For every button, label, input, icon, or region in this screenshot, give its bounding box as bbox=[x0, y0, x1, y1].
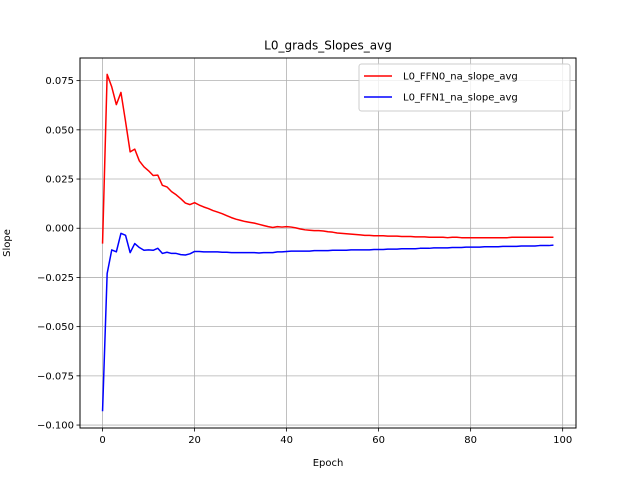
x-tick-label: 40 bbox=[280, 435, 293, 446]
series-line-2 bbox=[101, 232, 554, 412]
y-tick-label: 0.000 bbox=[45, 224, 74, 235]
y-tick-label: −0.025 bbox=[37, 273, 74, 284]
x-tick-label: 80 bbox=[464, 435, 477, 446]
y-tick-label: 0.075 bbox=[45, 76, 74, 87]
legend-label-1: L0_FFN0_na_slope_avg bbox=[403, 72, 518, 83]
tick-layer: 0 20 40 60 80 100 −0.100 −0.075 −0.050 −0.025 0.00… bbox=[37, 76, 572, 446]
y-axis-label: Slope bbox=[2, 229, 13, 257]
legend: L0_FFN0_na_slope_avg L0_FFN1_na_slope_avg bbox=[358, 63, 571, 112]
legend-box bbox=[358, 63, 571, 112]
y-tick-label: −0.050 bbox=[37, 322, 74, 333]
series-layer bbox=[101, 73, 554, 412]
y-tick-label: −0.075 bbox=[37, 371, 74, 382]
y-tick-label: 0.025 bbox=[45, 175, 74, 186]
plot-frame bbox=[79, 57, 577, 429]
x-axis-label: Epoch bbox=[313, 458, 344, 469]
x-tick-label: 20 bbox=[188, 435, 201, 446]
x-tick-label: 100 bbox=[553, 435, 572, 446]
chart-title: L0_grads_Slopes_avg bbox=[264, 39, 392, 53]
grid-layer bbox=[80, 58, 576, 428]
y-tick-label: 0.050 bbox=[45, 125, 74, 136]
x-tick-label: 0 bbox=[99, 435, 105, 446]
y-tick-label: −0.100 bbox=[37, 421, 74, 432]
x-tick-label: 60 bbox=[372, 435, 385, 446]
legend-label-2: L0_FFN1_na_slope_avg bbox=[403, 93, 518, 104]
series-line-1 bbox=[101, 73, 554, 244]
